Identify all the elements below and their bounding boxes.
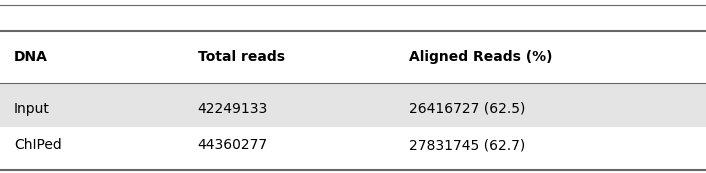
Text: DNA: DNA	[14, 50, 48, 64]
Text: 44360277: 44360277	[198, 138, 268, 152]
Text: 27831745 (62.7): 27831745 (62.7)	[409, 138, 526, 152]
Text: Aligned Reads (%): Aligned Reads (%)	[409, 50, 553, 64]
Text: Total reads: Total reads	[198, 50, 285, 64]
Bar	[0, 83, 706, 127]
Text: Input: Input	[14, 102, 50, 116]
Text: ChIPed: ChIPed	[14, 138, 62, 152]
Text: 26416727 (62.5): 26416727 (62.5)	[409, 102, 526, 116]
Text: 42249133: 42249133	[198, 102, 268, 116]
